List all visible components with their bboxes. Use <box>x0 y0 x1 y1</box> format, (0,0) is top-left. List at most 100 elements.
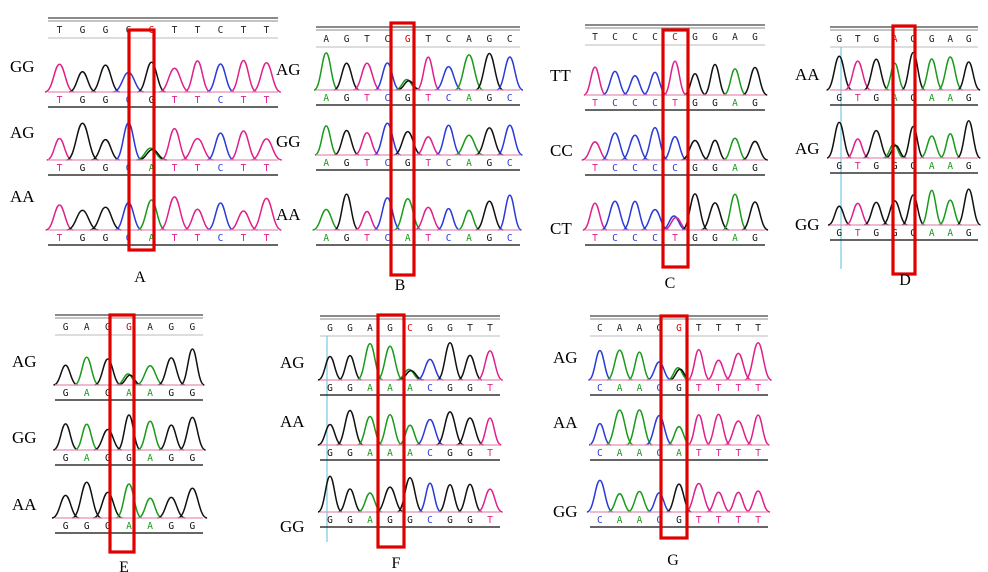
trace-peak <box>938 199 962 226</box>
reference-base: G <box>63 322 69 333</box>
panel-label: C <box>665 275 676 292</box>
called-base: G <box>447 515 453 526</box>
trace-peak <box>661 215 687 231</box>
called-base: A <box>617 515 623 526</box>
chromatogram-trace <box>314 122 523 156</box>
called-base: G <box>910 93 916 104</box>
genotype-label: AG <box>553 348 578 367</box>
trace-peak <box>700 202 730 231</box>
trace-peak <box>73 356 100 386</box>
called-base: G <box>873 228 879 239</box>
trace-peak <box>338 354 362 381</box>
called-base: G <box>80 233 86 244</box>
trace-peak <box>337 488 363 513</box>
called-base: C <box>427 515 433 526</box>
chromatogram-trace <box>826 51 981 91</box>
trace-peak <box>317 423 343 446</box>
trace-peak <box>250 138 283 161</box>
trace-peak <box>66 209 99 231</box>
called-base: T <box>672 233 678 244</box>
trace-peak <box>454 54 484 91</box>
reference-base: T <box>264 25 270 36</box>
chromatogram-trace <box>45 196 282 231</box>
reference-base: C <box>672 32 678 43</box>
called-base: T <box>172 233 178 244</box>
trace-peak <box>725 352 752 381</box>
called-base: C <box>507 93 513 104</box>
reference-base: G <box>910 34 916 45</box>
called-base: G <box>149 95 155 106</box>
trace-peak <box>581 141 609 161</box>
reference-base: A <box>367 323 373 334</box>
reference-base: T <box>735 323 741 334</box>
genotype-label: AA <box>795 65 820 84</box>
called-base: C <box>427 383 433 394</box>
called-base: G <box>692 233 698 244</box>
called-base: T <box>57 233 63 244</box>
trace-peak <box>605 409 634 446</box>
called-base: A <box>149 163 155 174</box>
called-base: T <box>735 383 741 394</box>
chromatogram-trace <box>312 193 522 231</box>
called-base: C <box>218 95 224 106</box>
reference-base: C <box>652 32 658 43</box>
chromatogram-trace <box>317 475 503 513</box>
trace-peak <box>396 368 422 381</box>
genotype-label: GG <box>10 57 35 76</box>
called-base: G <box>80 163 86 174</box>
reference-base: G <box>80 25 86 36</box>
trace-peak <box>416 358 444 381</box>
snp-highlight-box <box>127 28 156 252</box>
trace-peak <box>137 420 163 451</box>
genotype-label: CC <box>550 141 573 160</box>
called-base: A <box>126 521 132 532</box>
called-base: G <box>344 93 350 104</box>
trace-peak <box>625 409 653 446</box>
trace-peak <box>51 494 80 519</box>
reference-base: T <box>855 34 861 45</box>
called-base: G <box>712 98 718 109</box>
called-base: T <box>172 163 178 174</box>
trace-peak <box>884 144 907 159</box>
called-base: A <box>929 161 935 172</box>
called-base: A <box>732 98 738 109</box>
called-base: A <box>892 93 898 104</box>
called-base: C <box>427 448 433 459</box>
trace-peak <box>333 129 360 156</box>
chromatogram-trace <box>581 126 769 161</box>
reference-base: A <box>892 34 898 45</box>
trace-peak <box>726 491 750 513</box>
called-base: G <box>347 448 353 459</box>
trace-peak <box>434 65 463 91</box>
panel-label: G <box>667 552 679 569</box>
called-base: A <box>466 233 472 244</box>
called-base: A <box>407 383 413 394</box>
called-base: C <box>656 515 662 526</box>
reference-base: G <box>487 34 493 45</box>
genotype-label: GG <box>12 428 37 447</box>
trace-peak <box>901 194 925 226</box>
called-base: G <box>344 158 350 169</box>
trace-peak <box>160 127 189 161</box>
trace-peak <box>158 67 191 93</box>
trace-peak <box>373 122 402 156</box>
genotype-label: AA <box>10 187 35 206</box>
called-base: G <box>405 93 411 104</box>
panel-label: F <box>392 555 401 572</box>
trace-peak <box>745 490 771 513</box>
trace-peak <box>681 139 709 161</box>
trace-peak <box>845 202 871 226</box>
chromatogram-trace <box>44 59 282 93</box>
reference-base: T <box>592 32 598 43</box>
trace-peak <box>457 209 481 231</box>
panel-label: D <box>899 272 911 289</box>
called-base: G <box>327 383 333 394</box>
reference-base: C <box>656 323 662 334</box>
called-base: A <box>732 163 738 174</box>
called-base: G <box>966 93 972 104</box>
called-base: A <box>367 383 373 394</box>
trace-peak <box>66 122 99 161</box>
reference-base: C <box>597 323 603 334</box>
called-base: G <box>910 161 916 172</box>
trace-peak <box>475 52 504 91</box>
